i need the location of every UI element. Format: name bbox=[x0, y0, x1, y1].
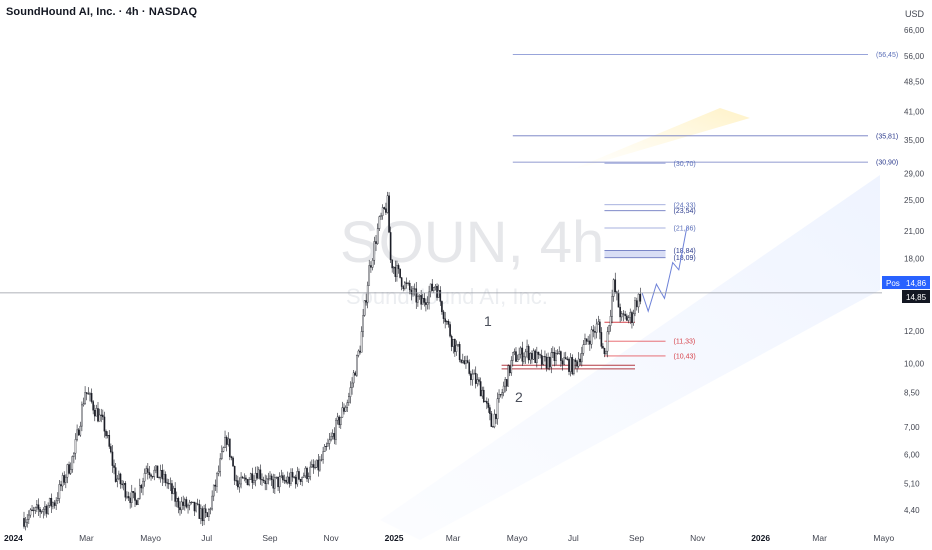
y-tick-2: 48,50 bbox=[904, 78, 925, 87]
y-tick-14: 5,10 bbox=[904, 480, 920, 489]
y-tick-1: 56,00 bbox=[904, 52, 925, 61]
level-label-1: (35,81) bbox=[876, 133, 898, 140]
level-label-5: (23,54) bbox=[674, 208, 696, 215]
level-label-2: (30,90) bbox=[876, 160, 898, 167]
current-price-label: 14,85 bbox=[906, 293, 927, 302]
x-tick-3: Jul bbox=[201, 533, 212, 543]
current-price-bg bbox=[902, 290, 930, 303]
level-lines: (56,45) (35,81) (30,90) (30,70) (24,33)(23,5… bbox=[501, 52, 898, 370]
y-tick-13: 6,00 bbox=[904, 451, 920, 460]
y-tick-4: 35,00 bbox=[904, 136, 925, 145]
y-tick-11: 8,50 bbox=[904, 388, 920, 397]
price-axis[interactable]: 66,00 56,00 48,50 41,00 35,00 29,00 25,00 21,00… bbox=[904, 26, 925, 515]
y-tick-3: 41,00 bbox=[904, 108, 925, 117]
y-tick-9: 12,00 bbox=[904, 327, 925, 336]
pos-tag-label: Pos bbox=[886, 279, 900, 288]
price-tags: Pos 14,86 14,85 bbox=[882, 276, 930, 303]
currency-label: USD bbox=[905, 9, 925, 19]
level-label-9: (11,33) bbox=[674, 339, 696, 346]
projection-fan bbox=[380, 175, 880, 540]
watermark-name: SoundHound AI, Inc. bbox=[346, 284, 548, 309]
x-tick-10: Sep bbox=[629, 533, 644, 543]
wave-label-1: 1 bbox=[484, 313, 492, 329]
y-tick-10: 10,00 bbox=[904, 359, 925, 368]
x-tick-5: Nov bbox=[324, 533, 340, 543]
x-tick-7: Mar bbox=[446, 533, 461, 543]
level-label-7: (18,84) bbox=[674, 248, 696, 255]
y-tick-8: 18,00 bbox=[904, 255, 925, 264]
x-tick-0: 2024 bbox=[4, 533, 23, 543]
y-tick-12: 7,00 bbox=[904, 423, 920, 432]
x-tick-11: Nov bbox=[690, 533, 706, 543]
pos-value-label: 14,86 bbox=[906, 279, 927, 288]
watermark-symbol: SOUN, 4h bbox=[340, 210, 604, 275]
x-tick-9: Jul bbox=[568, 533, 579, 543]
x-tick-14: Mayo bbox=[873, 533, 894, 543]
wave-label-2: 2 bbox=[515, 389, 523, 405]
level-label-4: (24,33) bbox=[674, 202, 696, 209]
x-tick-6: 2025 bbox=[385, 533, 404, 543]
time-axis[interactable]: 2024 Mar Mayo Jul Sep Nov 2025 Mar Mayo Jul Sep Nov… bbox=[4, 533, 932, 543]
x-tick-8: Mayo bbox=[507, 533, 528, 543]
x-tick-2: Mayo bbox=[140, 533, 161, 543]
wave-labels: 1 2 bbox=[484, 313, 523, 405]
projection-line bbox=[641, 226, 688, 313]
level-label-8: (18,09) bbox=[674, 255, 696, 262]
y-tick-7: 21,00 bbox=[904, 227, 925, 236]
y-tick-0: 66,00 bbox=[904, 26, 925, 35]
projection-path bbox=[641, 226, 688, 313]
symbol-watermark: SOUN, 4h SoundHound AI, Inc. bbox=[340, 210, 604, 309]
pos-tag-bg bbox=[882, 276, 902, 289]
x-tick-4: Sep bbox=[262, 533, 277, 543]
chart-title: SoundHound AI, Inc. · 4h · NASDAQ bbox=[6, 6, 198, 18]
level-label-6: (21,36) bbox=[674, 226, 696, 233]
background-gradient bbox=[380, 108, 880, 540]
pos-value-bg bbox=[902, 276, 930, 289]
candles bbox=[23, 191, 642, 531]
x-tick-12: 2026 bbox=[751, 533, 770, 543]
x-tick-13: Mar bbox=[812, 533, 827, 543]
level-label-0: (56,45) bbox=[876, 52, 898, 59]
y-tick-6: 25,00 bbox=[904, 196, 925, 205]
y-tick-15: 4,40 bbox=[904, 506, 920, 515]
x-tick-1: Mar bbox=[79, 533, 94, 543]
level-label-10: (10,43) bbox=[674, 353, 696, 360]
zone-0 bbox=[604, 250, 666, 258]
level-label-3: (30,70) bbox=[674, 161, 696, 168]
y-tick-5: 29,00 bbox=[904, 169, 925, 178]
glow-wedge bbox=[566, 108, 750, 172]
